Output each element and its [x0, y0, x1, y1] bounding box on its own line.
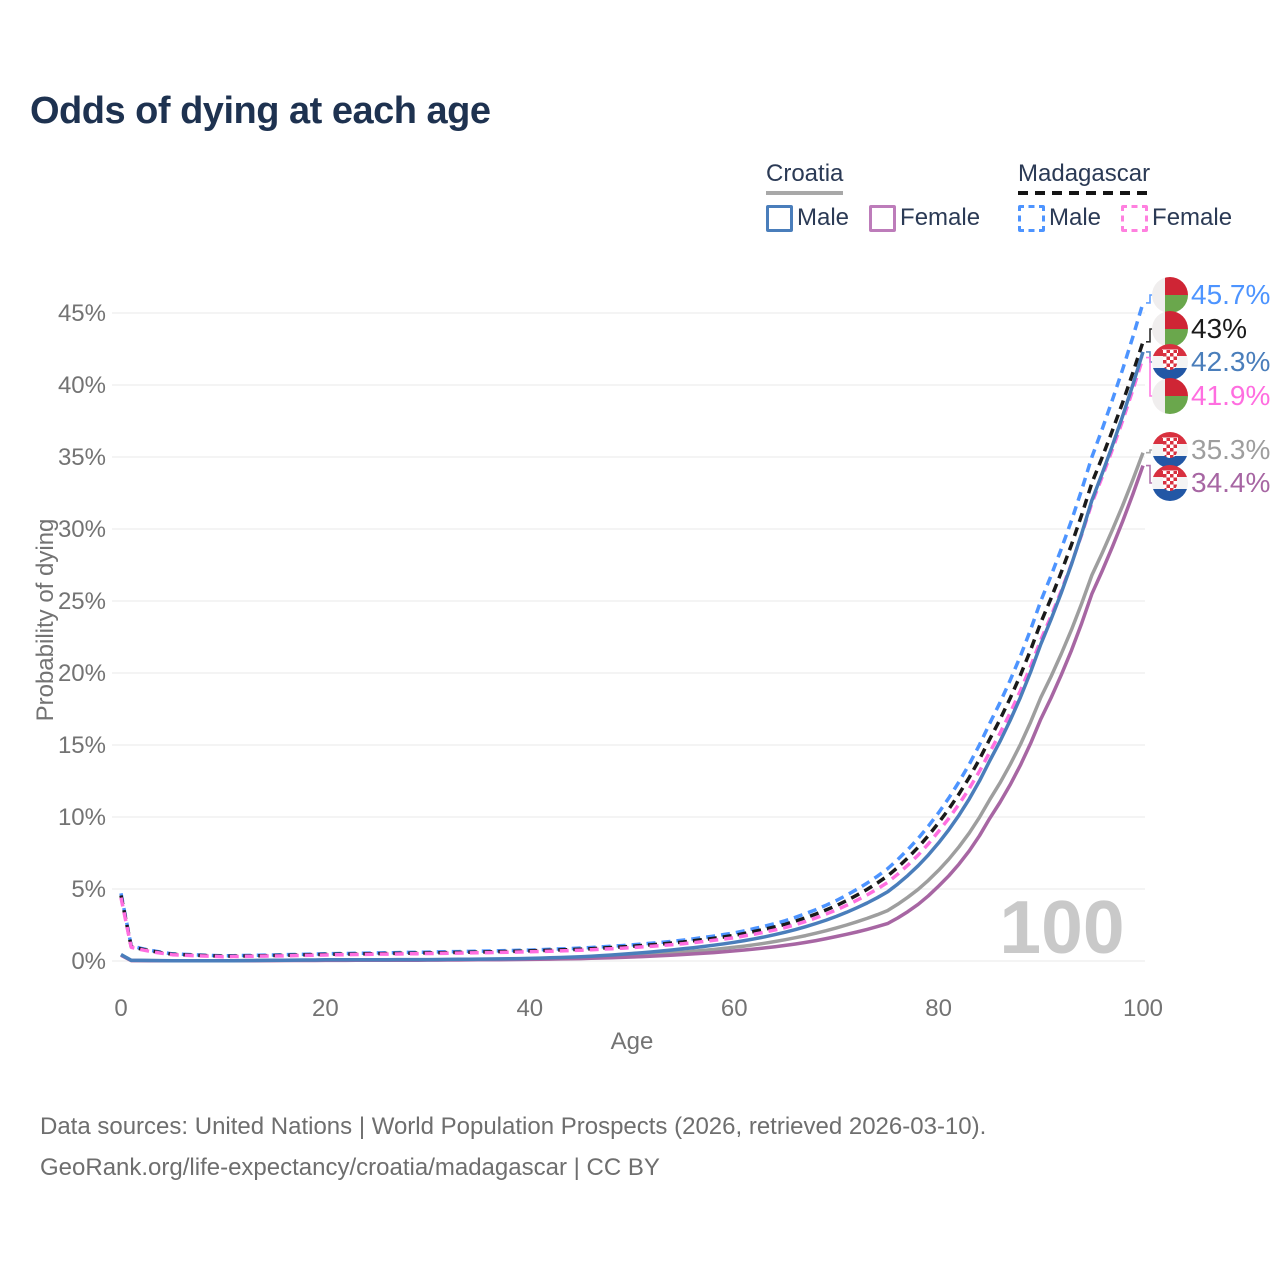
x-tick-label: 0 — [114, 995, 127, 1022]
legend-group-croatia: Croatia Male Female — [766, 160, 980, 232]
x-tick-label: 60 — [721, 995, 748, 1022]
x-tick-label: 20 — [312, 995, 339, 1022]
end-label-connector — [1146, 294, 1153, 304]
end-label-connector — [1146, 464, 1153, 484]
end-value-label: 34.4% — [1191, 467, 1270, 498]
end-label-connector — [1146, 328, 1153, 343]
footer: Data sources: United Nations | World Pop… — [40, 1106, 986, 1188]
y-tick-label: 5% — [71, 876, 106, 903]
solid-line-sample — [766, 191, 844, 195]
x-tick-label: 40 — [516, 995, 543, 1022]
end-value-label: 43% — [1191, 313, 1247, 344]
series-line-madagascar-female[interactable] — [119, 357, 1145, 959]
data-sources-line: Data sources: United Nations | World Pop… — [40, 1113, 987, 1140]
end-value-label: 41.9% — [1191, 380, 1270, 411]
page-title: Odds of dying at each age — [30, 90, 491, 132]
end-label-connector — [1146, 356, 1153, 397]
end-value-label: 35.3% — [1191, 434, 1270, 465]
madagascar-flag-icon — [1152, 378, 1188, 414]
dashed-line-sample — [1018, 191, 1151, 195]
croatia-flag-icon — [1152, 344, 1188, 380]
checkbox-icon — [869, 204, 897, 232]
legend-country-label: Madagascar — [1018, 160, 1151, 187]
legend-group-madagascar: Madagascar Male Female — [1018, 160, 1232, 232]
end-value-label: 42.3% — [1191, 346, 1270, 377]
series-line-madagascar-male[interactable] — [119, 302, 1145, 958]
legend-item-label: Female — [1152, 204, 1233, 231]
series-line-croatia-male[interactable] — [120, 351, 1145, 963]
series-line-croatia-female[interactable] — [120, 465, 1145, 963]
legend-item-label: Male — [797, 204, 850, 231]
y-tick-label: 30% — [58, 516, 106, 543]
y-tick-label: 45% — [58, 300, 106, 327]
x-tick-label: 100 — [1123, 995, 1163, 1022]
croatia-flag-icon — [1152, 465, 1188, 501]
series-line-madagascar-both-sexes[interactable] — [119, 341, 1145, 958]
x-axis-title: Age — [611, 1028, 654, 1055]
y-tick-label: 25% — [58, 588, 106, 615]
y-tick-label: 10% — [58, 804, 106, 831]
y-tick-label: 20% — [58, 660, 106, 687]
croatia-flag-icon — [1152, 432, 1188, 468]
legend-item-label: Female — [900, 204, 981, 231]
y-tick-label: 15% — [58, 732, 106, 759]
hover-age-watermark: 100 — [999, 885, 1124, 969]
y-tick-label: 35% — [58, 444, 106, 471]
checkbox-icon — [766, 204, 793, 232]
y-tick-label: 0% — [71, 948, 106, 975]
legend-header-madagascar: Madagascar — [1018, 160, 1151, 195]
legend-item-label: Male — [1049, 204, 1102, 231]
checkbox-icon — [1121, 204, 1149, 232]
attribution-line: GeoRank.org/life-expectancy/croatia/mada… — [40, 1154, 660, 1181]
x-tick-label: 80 — [925, 995, 952, 1022]
legend-country-label: Croatia — [766, 160, 844, 187]
legend-header-croatia: Croatia — [766, 160, 844, 195]
y-tick-label: 40% — [58, 372, 106, 399]
legend-item-madagascar-male[interactable]: Male — [1018, 204, 1101, 232]
legend-item-croatia-male[interactable]: Male — [766, 204, 849, 232]
madagascar-flag-icon — [1152, 277, 1188, 313]
checkbox-icon — [1018, 204, 1045, 232]
end-label-connector — [1146, 449, 1153, 454]
madagascar-flag-icon — [1152, 311, 1188, 347]
end-value-label: 45.7% — [1191, 279, 1270, 310]
legend-item-madagascar-female[interactable]: Female — [1121, 204, 1232, 232]
legend-item-croatia-female[interactable]: Female — [869, 204, 980, 232]
